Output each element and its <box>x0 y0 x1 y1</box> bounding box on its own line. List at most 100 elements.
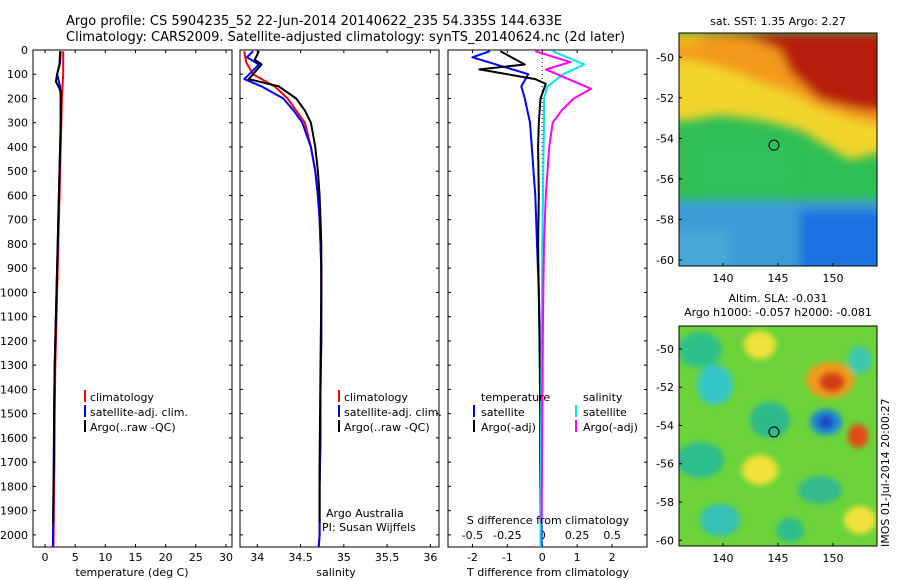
map-lat-label: -54 <box>656 132 674 145</box>
salinity-axes-box <box>239 49 440 548</box>
depth-tick-label: 1800 <box>0 480 28 493</box>
depth-tick-label: 600 <box>7 189 28 202</box>
depth-tick-label: 1300 <box>0 359 28 372</box>
depth-tick-label: 1900 <box>0 505 28 518</box>
map-lat-label: -60 <box>656 254 674 267</box>
x-tick-label: 2 <box>609 551 616 564</box>
legend-s-satellite: satellite <box>583 406 627 419</box>
temperature-axes-box <box>32 49 233 548</box>
s-tick-label: 0.5 <box>603 529 621 542</box>
salinity-legend: climatology satellite-adj. clim. Argo(..… <box>338 390 442 434</box>
legend-swatch-argo-s <box>338 420 340 432</box>
legend-swatch-satellite-s <box>338 405 340 417</box>
difference-legend: temperature salinity satellite Argo(-adj… <box>473 391 638 434</box>
series-line-salinity <box>247 50 323 523</box>
depth-tick-label: 400 <box>7 141 28 154</box>
x-tick-label: 1 <box>574 551 581 564</box>
sla-map: Altim. SLA: -0.031 Argo h1000: -0.057 h2… <box>656 292 892 565</box>
title-line1: Argo profile: CS 5904235_52 22-Jun-2014 … <box>66 14 562 29</box>
x-tick-label: 25 <box>189 551 203 564</box>
map-lat-label: -60 <box>656 534 674 547</box>
legend-climatology-s: climatology <box>344 391 408 404</box>
temperature-legend: climatology satellite-adj. clim. Argo(..… <box>84 390 188 434</box>
map-lat-label: -54 <box>656 419 674 432</box>
sst-color-blobs <box>679 33 877 266</box>
depth-tick-label: 1500 <box>0 408 28 421</box>
s-tick-label: -0.5 <box>462 529 483 542</box>
series-line-temperature <box>52 51 65 548</box>
map-lat-label: -56 <box>656 173 674 186</box>
depth-tick-label: 700 <box>7 214 28 227</box>
x-tick-label: 20 <box>159 551 173 564</box>
map-lon-label: 145 <box>768 272 789 285</box>
x-tick-label: 10 <box>98 551 112 564</box>
x-tick-label: 34 <box>250 551 264 564</box>
map-lat-label: -56 <box>656 458 674 471</box>
depth-tick-label: 100 <box>7 68 28 81</box>
legend-argo: Argo(..raw -QC) <box>90 421 176 434</box>
sst-map: sat. SST: 1.35 Argo: 2.27 -50 -52 -54 -56 -5… <box>656 15 878 285</box>
legend-satellite: satellite-adj. clim. <box>90 406 188 419</box>
x-tick-label: 0 <box>42 551 49 564</box>
imos-credit: IMOS 01-Jul-2014 20:00:27 <box>879 398 892 547</box>
x-tick-label: 36 <box>423 551 437 564</box>
series-line-temperature <box>52 51 62 523</box>
legend-satellite-s: satellite-adj. clim. <box>344 406 442 419</box>
sst-map-title: sat. SST: 1.35 Argo: 2.27 <box>710 15 846 28</box>
series-line-salinity <box>243 50 323 548</box>
map-lat-label: -50 <box>656 51 674 64</box>
temperature-panel: 0100200300400500600700800900100011001200… <box>0 44 647 579</box>
legend-swatch-argo <box>84 420 86 432</box>
depth-tick-label: 500 <box>7 165 28 178</box>
legend-swatch-t-satellite <box>473 405 475 417</box>
sst-field <box>679 33 877 266</box>
difference-series-line <box>539 50 586 548</box>
depth-tick-label: 300 <box>7 117 28 130</box>
difference-axes-box <box>447 49 648 548</box>
depth-tick-label: 200 <box>7 92 28 105</box>
map-lat-label: -52 <box>656 92 674 105</box>
map-lon-label: 140 <box>713 272 734 285</box>
legend-swatch-satellite <box>84 405 86 417</box>
map-lat-label: -52 <box>656 381 674 394</box>
map-lat-label: -58 <box>656 213 674 226</box>
map-lon-label: 150 <box>823 552 844 565</box>
map-lon-label: 150 <box>823 272 844 285</box>
depth-tick-label: 1600 <box>0 432 28 445</box>
sla-color-blobs <box>679 331 876 542</box>
salinity-panel: 34 34.5 35 35.5 36 salinity climatology sate… <box>239 49 442 579</box>
depth-tick-label: 2000 <box>0 529 28 542</box>
x-tick-label: 34.5 <box>288 551 313 564</box>
x-tick-label: 35 <box>337 551 351 564</box>
map-lon-label: 145 <box>768 552 789 565</box>
title-line2: Climatology: CARS2009. Satellite-adjuste… <box>66 30 625 45</box>
x-tick-label: 15 <box>129 551 143 564</box>
legend-swatch-s-satellite <box>575 405 577 417</box>
legend-swatch-t-argo <box>473 420 475 432</box>
x-tick-label: 5 <box>72 551 79 564</box>
depth-tick-label: 1000 <box>0 286 28 299</box>
depth-tick-label: 1400 <box>0 383 28 396</box>
depth-tick-label: 800 <box>7 238 28 251</box>
legend-t-satellite: satellite <box>481 406 525 419</box>
s-tick-label: 0.25 <box>565 529 590 542</box>
x-tick-label: 30 <box>219 551 233 564</box>
legend-swatch-s-argo <box>575 420 577 432</box>
sla-map-title2: Argo h1000: -0.057 h2000: -0.081 <box>684 306 872 319</box>
x-tick-label: -1 <box>502 551 513 564</box>
map-lon-label: 140 <box>713 552 734 565</box>
argo-location-marker-sla <box>768 426 780 438</box>
t-difference-label: T difference from climatology <box>466 566 629 579</box>
sla-field <box>679 326 877 546</box>
x-tick-label: -2 <box>467 551 478 564</box>
legend-t-argo: Argo(-adj) <box>481 421 536 434</box>
depth-tick-label: 0 <box>21 44 28 57</box>
legend-argo-s: Argo(..raw -QC) <box>344 421 430 434</box>
legend-swatch-climatology-s <box>338 390 340 402</box>
depth-tick-label: 1700 <box>0 456 28 469</box>
x-tick-label: 0 <box>539 551 546 564</box>
x-tick-label: 35.5 <box>375 551 400 564</box>
difference-series-line <box>535 50 593 523</box>
legend-climatology: climatology <box>90 391 154 404</box>
